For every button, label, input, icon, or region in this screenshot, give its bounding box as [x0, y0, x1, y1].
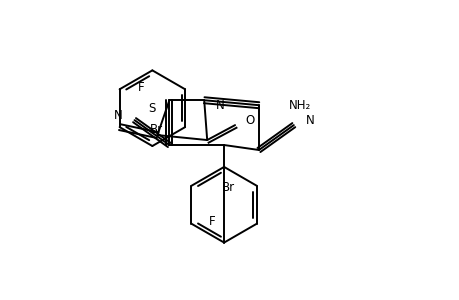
Text: N: N	[305, 114, 314, 127]
Text: F: F	[209, 215, 215, 228]
Text: N: N	[113, 109, 123, 122]
Text: Br: Br	[150, 123, 163, 136]
Text: Br: Br	[221, 181, 235, 194]
Text: O: O	[245, 114, 254, 127]
Text: S: S	[148, 102, 155, 115]
Text: N: N	[216, 99, 224, 112]
Text: NH₂: NH₂	[288, 99, 310, 112]
Text: F: F	[137, 81, 144, 94]
